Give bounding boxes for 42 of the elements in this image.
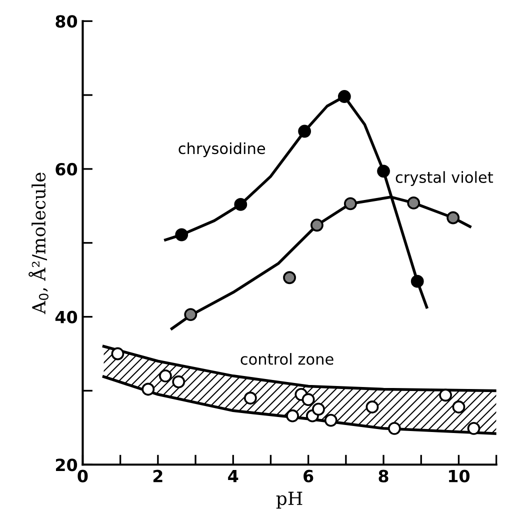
- point: [467, 422, 480, 435]
- x-tick-label: 4: [228, 470, 238, 482]
- point: [184, 308, 198, 322]
- point: [410, 274, 424, 288]
- y-tick-label: 20: [56, 458, 78, 472]
- x-tick-label: 8: [378, 470, 388, 482]
- point: [172, 375, 186, 388]
- point: [338, 90, 351, 103]
- y-axis-title: A$_{0}$, Å²/molecule: [28, 172, 48, 314]
- point: [407, 196, 420, 210]
- y-tick-label: 60: [56, 162, 78, 176]
- series-label: control zone: [240, 353, 334, 365]
- point: [388, 422, 401, 435]
- series-label: crystal violet: [396, 171, 494, 186]
- point: [244, 392, 257, 405]
- point: [452, 400, 466, 414]
- x-axis-title: pH: [276, 492, 302, 509]
- point: [111, 347, 124, 360]
- point: [324, 414, 338, 427]
- point: [366, 400, 379, 414]
- point: [234, 198, 248, 211]
- point: [283, 271, 296, 284]
- x-tick-label: 10: [449, 470, 470, 482]
- point: [377, 164, 390, 178]
- point: [439, 388, 452, 402]
- line-series: [102, 375, 496, 435]
- point: [446, 211, 460, 224]
- point: [175, 228, 188, 242]
- point: [298, 124, 312, 138]
- point: [312, 402, 325, 416]
- y-tick-label: 80: [56, 15, 78, 28]
- x-tick-label: 2: [153, 470, 162, 482]
- x-tick-label: 0: [78, 470, 88, 482]
- x-tick-label: 6: [304, 470, 314, 482]
- point: [344, 197, 357, 210]
- y-tick-label: 40: [55, 310, 78, 324]
- series-label: chrysoidine: [178, 142, 266, 158]
- point: [158, 369, 172, 382]
- point: [302, 393, 315, 406]
- point: [286, 409, 299, 422]
- point: [142, 382, 155, 396]
- point: [310, 218, 324, 232]
